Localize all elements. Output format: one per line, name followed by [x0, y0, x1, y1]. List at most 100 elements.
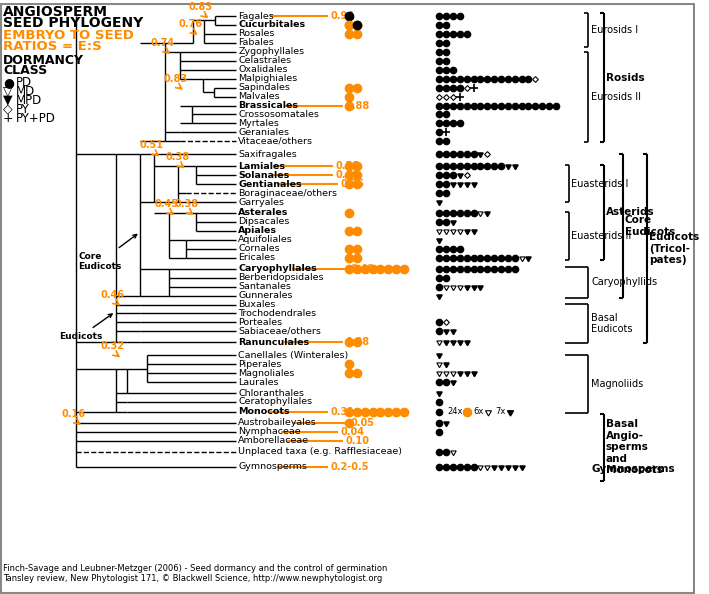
Text: Myrtales: Myrtales [238, 119, 279, 128]
Text: PY+PD: PY+PD [16, 112, 55, 125]
Text: CLASS: CLASS [3, 64, 48, 77]
Text: EMBRYO TO SEED: EMBRYO TO SEED [3, 29, 134, 42]
Text: Dipsacales: Dipsacales [238, 217, 290, 226]
Text: Geraniales: Geraniales [238, 128, 289, 137]
Text: RATIOS = E:S: RATIOS = E:S [3, 40, 101, 53]
Text: Gunnerales: Gunnerales [238, 291, 293, 300]
Text: Caryophyllales: Caryophyllales [238, 264, 317, 273]
Text: Basal
Eudicots: Basal Eudicots [591, 312, 632, 334]
Text: Celastrales: Celastrales [238, 56, 291, 65]
Text: Cornales: Cornales [238, 244, 280, 253]
Text: Aquifoliales: Aquifoliales [238, 235, 293, 244]
Text: 0.46: 0.46 [101, 289, 125, 299]
Text: Eudicots
(Tricol-
pates): Eudicots (Tricol- pates) [649, 232, 699, 266]
Text: 0.74: 0.74 [151, 38, 174, 48]
Text: 0.76: 0.76 [178, 19, 202, 29]
Text: Gentianales: Gentianales [238, 179, 302, 189]
Text: PY: PY [16, 103, 30, 116]
Text: Brassicales: Brassicales [238, 101, 298, 110]
Text: 0.45: 0.45 [155, 199, 179, 209]
Text: Core
Eudicots: Core Eudicots [625, 215, 675, 237]
Text: Core
Eudicots: Core Eudicots [79, 235, 137, 271]
Text: 0.58: 0.58 [335, 161, 359, 171]
Text: Fagales: Fagales [238, 11, 274, 21]
Text: ▼: ▼ [3, 94, 13, 106]
Text: ANGIOSPERM: ANGIOSPERM [3, 5, 108, 19]
Text: Gymnosperms: Gymnosperms [238, 462, 307, 471]
Text: +: + [3, 112, 13, 125]
Text: 7x: 7x [495, 407, 506, 416]
Text: SEED PHYLOGENY: SEED PHYLOGENY [3, 16, 143, 30]
Text: Monocots: Monocots [238, 407, 290, 416]
Text: Ranunculales: Ranunculales [238, 338, 309, 347]
Text: Vitaceae/others: Vitaceae/others [238, 137, 313, 146]
Text: MD: MD [16, 85, 35, 97]
Text: ▽: ▽ [3, 85, 13, 97]
Text: Malpighiales: Malpighiales [238, 74, 298, 83]
Text: 0.04: 0.04 [340, 427, 364, 437]
Text: Trochodendrales: Trochodendrales [238, 309, 316, 318]
Text: Piperales: Piperales [238, 360, 281, 369]
Text: Rosids: Rosids [606, 72, 644, 83]
Text: 0.31: 0.31 [330, 407, 354, 417]
Text: Amborellaceae: Amborellaceae [238, 437, 309, 446]
Text: Ceratophyllales: Ceratophyllales [238, 397, 313, 406]
Text: Canellales (Winterales): Canellales (Winterales) [238, 350, 349, 360]
Text: 0.32: 0.32 [101, 342, 125, 351]
Text: DORMANCY: DORMANCY [3, 54, 84, 67]
Text: Boraginaceae/others: Boraginaceae/others [238, 188, 337, 198]
Text: Asterids: Asterids [606, 207, 654, 217]
Text: Solanales: Solanales [238, 170, 289, 179]
Text: Magnoliales: Magnoliales [238, 369, 295, 378]
Text: 0.94: 0.94 [330, 11, 354, 21]
Text: Caryophyllids: Caryophyllids [591, 277, 657, 287]
Text: Basal
Angio-
sperms
and
Monocots: Basal Angio- sperms and Monocots [606, 419, 663, 475]
Text: 0.05: 0.05 [350, 418, 374, 428]
Text: Berberidopsidales: Berberidopsidales [238, 273, 324, 282]
Text: Porteales: Porteales [238, 318, 282, 327]
Text: Euasterids I: Euasterids I [571, 179, 628, 189]
Text: Sapindales: Sapindales [238, 83, 290, 92]
Text: Santanales: Santanales [238, 282, 291, 291]
Text: Apiales: Apiales [238, 226, 277, 235]
Text: 0.38: 0.38 [345, 337, 369, 347]
Text: 0.49: 0.49 [335, 170, 359, 180]
Text: Laurales: Laurales [238, 378, 279, 387]
Text: ●: ● [3, 75, 13, 89]
Text: 0.83: 0.83 [164, 74, 188, 84]
Text: Asterales: Asterales [238, 208, 289, 217]
Text: Cucurbitales: Cucurbitales [238, 20, 306, 30]
Text: Eudicots: Eudicots [59, 314, 112, 341]
Text: Sabiaceae/others: Sabiaceae/others [238, 327, 321, 336]
Text: Austrobaileyales: Austrobaileyales [238, 418, 317, 428]
Text: Buxales: Buxales [238, 300, 276, 309]
Text: Lamiales: Lamiales [238, 162, 285, 170]
Text: Nymphaceae: Nymphaceae [238, 427, 301, 437]
Text: Zygophyllales: Zygophyllales [238, 48, 304, 56]
Text: Euasterids II: Euasterids II [571, 231, 631, 241]
Text: Crossosomatales: Crossosomatales [238, 110, 319, 119]
Text: Eurosids I: Eurosids I [591, 25, 638, 35]
Text: Eurosids II: Eurosids II [591, 92, 641, 102]
Text: 0.16: 0.16 [62, 409, 86, 419]
Text: 0.10: 0.10 [345, 436, 369, 446]
Text: 6x: 6x [474, 407, 484, 416]
Text: 0.83: 0.83 [189, 2, 213, 12]
Text: 0.88: 0.88 [345, 100, 369, 110]
Text: Chloranthales: Chloranthales [238, 388, 304, 397]
Text: Garryales: Garryales [238, 198, 284, 207]
Text: Unplaced taxa (e.g. Rafflesiaceae): Unplaced taxa (e.g. Rafflesiaceae) [238, 447, 402, 456]
Text: 0.49: 0.49 [350, 264, 374, 274]
Text: Ericales: Ericales [238, 253, 275, 262]
Text: 0.38: 0.38 [174, 199, 199, 209]
Text: 0.35: 0.35 [340, 179, 364, 189]
Text: Finch-Savage and Leubner-Metzger (2006) - Seed dormancy and the control of germi: Finch-Savage and Leubner-Metzger (2006) … [3, 564, 387, 583]
Text: Magnoliids: Magnoliids [591, 379, 644, 389]
Text: Gymnosperms: Gymnosperms [591, 464, 675, 473]
Text: PD: PD [16, 75, 32, 89]
Text: Malvales: Malvales [238, 92, 280, 101]
Text: 24x: 24x [447, 407, 462, 416]
Text: MPD: MPD [16, 94, 42, 106]
Text: 0.51: 0.51 [140, 140, 164, 150]
Text: Saxifragales: Saxifragales [238, 150, 297, 159]
